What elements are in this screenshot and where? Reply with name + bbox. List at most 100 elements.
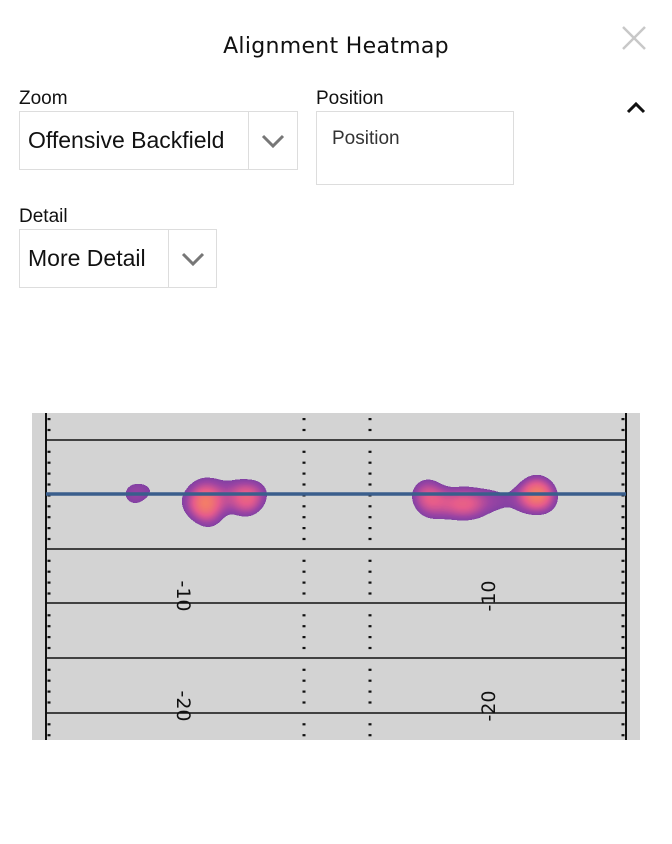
heat-point <box>529 485 564 520</box>
hash-mark <box>47 483 51 486</box>
chevron-down-icon <box>248 112 297 169</box>
hash-mark <box>621 505 625 508</box>
detail-value: More Detail <box>28 245 146 271</box>
hash-mark <box>302 646 306 650</box>
hash-mark <box>621 636 625 639</box>
hash-mark <box>47 679 51 682</box>
hash-mark <box>368 537 372 541</box>
hash-mark <box>47 450 51 453</box>
hash-mark <box>47 559 51 562</box>
heat-point <box>498 487 533 522</box>
hash-mark <box>302 701 306 704</box>
heatmap-field: -10 -20 -10 -20 <box>32 413 640 740</box>
hash-mark <box>47 418 51 421</box>
hash-mark <box>302 690 306 693</box>
hash-mark <box>47 537 51 541</box>
hash-mark <box>302 418 306 421</box>
hash-mark <box>302 734 306 737</box>
hash-mark <box>302 559 306 562</box>
hash-mark <box>621 625 625 628</box>
hash-mark <box>368 450 372 453</box>
hash-mark <box>368 679 372 682</box>
zoom-label: Zoom <box>19 88 68 109</box>
collapse-button[interactable] <box>624 96 648 118</box>
hash-mark <box>302 527 306 530</box>
hash-mark <box>47 505 51 508</box>
chevron-up-icon <box>626 101 646 114</box>
hash-mark <box>621 581 625 584</box>
hash-mark <box>47 614 51 617</box>
heat-point <box>193 504 228 539</box>
hash-mark <box>621 537 625 541</box>
hash-mark <box>302 537 306 541</box>
hash-mark <box>302 461 306 464</box>
dialog-title: Alignment Heatmap <box>223 34 449 59</box>
hash-mark <box>47 690 51 693</box>
hash-mark <box>302 570 306 573</box>
hash-mark <box>621 734 625 737</box>
heat-point <box>182 463 217 498</box>
hash-mark <box>368 581 372 584</box>
close-icon <box>622 26 646 50</box>
hash-mark <box>302 450 306 453</box>
detail-select[interactable]: More Detail <box>19 229 217 288</box>
hash-mark <box>302 668 306 671</box>
hash-mark <box>368 701 372 704</box>
position-label: Position <box>316 88 384 109</box>
hash-mark <box>621 472 625 475</box>
heat-point <box>466 491 501 526</box>
hash-mark <box>302 472 306 475</box>
hash-mark <box>47 636 51 639</box>
close-button[interactable] <box>620 22 648 52</box>
hash-mark <box>302 483 306 486</box>
yard-number-right: -20 <box>478 690 500 721</box>
field-background <box>32 413 640 740</box>
hash-mark <box>621 559 625 562</box>
hash-mark <box>621 428 625 432</box>
hash-mark <box>621 516 625 519</box>
hash-mark <box>368 636 372 639</box>
hash-mark <box>368 668 372 671</box>
hash-mark <box>368 570 372 573</box>
hash-mark <box>302 636 306 639</box>
hash-mark <box>47 527 51 530</box>
hash-mark <box>368 418 372 421</box>
hash-mark <box>47 461 51 464</box>
yard-number-left: -20 <box>172 690 194 721</box>
hash-mark <box>47 472 51 475</box>
hash-mark <box>621 690 625 693</box>
position-input[interactable]: Position <box>316 111 514 185</box>
detail-label: Detail <box>19 206 68 227</box>
hash-mark <box>47 570 51 573</box>
hash-mark <box>47 668 51 671</box>
yard-number-left: -10 <box>172 580 194 611</box>
hash-mark <box>368 505 372 508</box>
hash-mark <box>368 592 372 595</box>
hash-mark <box>368 527 372 530</box>
hash-mark <box>302 581 306 584</box>
hash-mark <box>621 723 625 726</box>
hash-mark <box>302 625 306 628</box>
hash-mark <box>47 646 51 650</box>
hash-mark <box>621 418 625 421</box>
hash-mark <box>621 450 625 453</box>
heat-point <box>428 490 462 525</box>
hash-mark <box>368 559 372 562</box>
hash-mark <box>302 505 306 508</box>
zoom-select[interactable]: Offensive Backfield <box>19 111 298 170</box>
hash-mark <box>302 679 306 682</box>
hash-mark <box>621 570 625 573</box>
yard-number-right: -10 <box>478 580 500 611</box>
chevron-down-icon <box>168 230 216 287</box>
hash-mark <box>302 516 306 519</box>
hash-mark <box>47 516 51 519</box>
hash-mark <box>621 527 625 530</box>
hash-mark <box>47 734 51 737</box>
hash-mark <box>47 592 51 595</box>
hash-mark <box>621 614 625 617</box>
hash-mark <box>621 646 625 650</box>
hash-mark <box>302 428 306 432</box>
hash-mark <box>621 668 625 671</box>
hash-mark <box>368 690 372 693</box>
hash-mark <box>621 483 625 486</box>
